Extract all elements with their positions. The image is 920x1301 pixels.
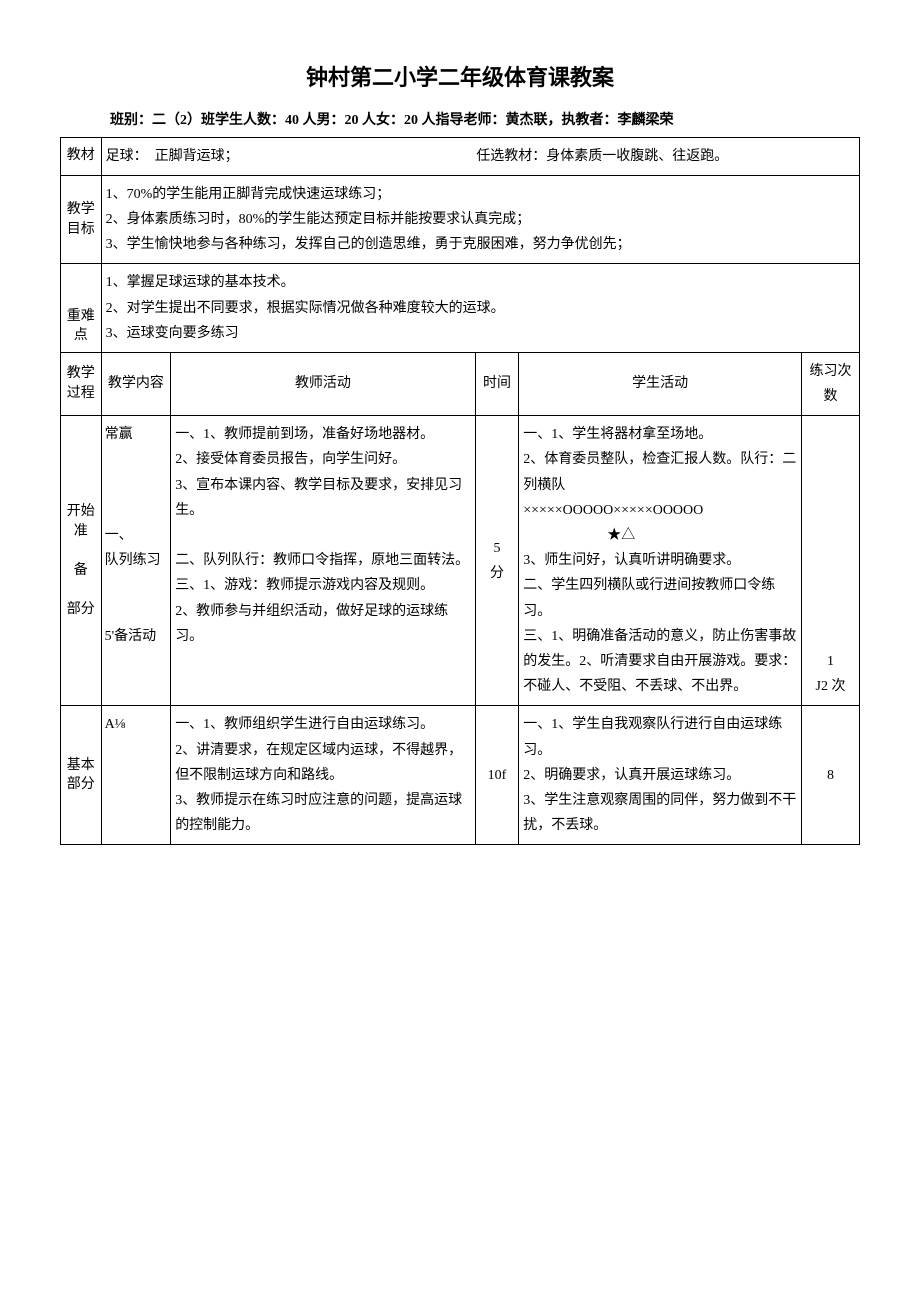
lesson-plan-table: 教材 足球： 正脚背运球； 任选教材：身体素质一收腹跳、往返跑。 教学目标 1、… bbox=[60, 137, 860, 846]
hdr-count: 练习次数 bbox=[801, 352, 859, 415]
section1-content: 常赢 一、 队列练习 5'备活动 bbox=[101, 416, 171, 706]
section2-content: A⅛ bbox=[101, 706, 171, 845]
material-label: 教材 bbox=[61, 137, 102, 175]
material-content: 足球： 正脚背运球； 任选教材：身体素质一收腹跳、往返跑。 bbox=[101, 137, 859, 175]
hdr-teacher: 教师活动 bbox=[171, 352, 476, 415]
table-row: 开始准 备 部分 常赢 一、 队列练习 5'备活动 一、1、教师提前到场，准备好… bbox=[61, 416, 860, 706]
focus-label: 重难点 bbox=[61, 264, 102, 353]
goal-label: 教学目标 bbox=[61, 175, 102, 264]
section2-time: 10f bbox=[475, 706, 519, 845]
page-title: 钟村第二小学二年级体育课教案 bbox=[60, 60, 860, 95]
hdr-content: 教学内容 bbox=[101, 352, 171, 415]
hdr-process: 教学过程 bbox=[61, 352, 102, 415]
section1-student: 一、1、学生将器材拿至场地。 2、体育委员整队，检查汇报人数。队行：二列横队 ×… bbox=[519, 416, 802, 706]
table-row: 基本部分 A⅛ 一、1、教师组织学生进行自由运球练习。 2、讲清要求，在规定区域… bbox=[61, 706, 860, 845]
table-header-row: 教学过程 教学内容 教师活动 时间 学生活动 练习次数 bbox=[61, 352, 860, 415]
section1-time: 5 分 bbox=[475, 416, 519, 706]
hdr-time: 时间 bbox=[475, 352, 519, 415]
section2-student: 一、1、学生自我观察队行进行自由运球练习。 2、明确要求，认真开展运球练习。 3… bbox=[519, 706, 802, 845]
section1-label: 开始准 备 部分 bbox=[61, 416, 102, 706]
table-row: 教学目标 1、70%的学生能用正脚背完成快速运球练习； 2、身体素质练习时，80… bbox=[61, 175, 860, 264]
section2-teacher: 一、1、教师组织学生进行自由运球练习。 2、讲清要求，在规定区域内运球，不得越界… bbox=[171, 706, 476, 845]
material-right: 任选教材：身体素质一收腹跳、往返跑。 bbox=[476, 144, 843, 169]
table-row: 重难点 1、掌握足球运球的基本技术。 2、对学生提出不同要求，根据实际情况做各种… bbox=[61, 264, 860, 353]
section2-count: 8 bbox=[801, 706, 859, 845]
table-row: 教材 足球： 正脚背运球； 任选教材：身体素质一收腹跳、往返跑。 bbox=[61, 137, 860, 175]
section1-teacher: 一、1、教师提前到场，准备好场地器材。 2、接受体育委员报告，向学生问好。 3、… bbox=[171, 416, 476, 706]
hdr-student: 学生活动 bbox=[519, 352, 802, 415]
goal-content: 1、70%的学生能用正脚背完成快速运球练习； 2、身体素质练习时，80%的学生能… bbox=[101, 175, 859, 264]
section2-label: 基本部分 bbox=[61, 706, 102, 845]
focus-content: 1、掌握足球运球的基本技术。 2、对学生提出不同要求，根据实际情况做各种难度较大… bbox=[101, 264, 859, 353]
material-left: 足球： 正脚背运球； bbox=[106, 144, 473, 169]
section1-count: 1 J2 次 bbox=[801, 416, 859, 706]
class-info-line: 班别：二（2）班学生人数：40 人男：20 人女：20 人指导老师：黄杰联，执教… bbox=[60, 110, 860, 132]
